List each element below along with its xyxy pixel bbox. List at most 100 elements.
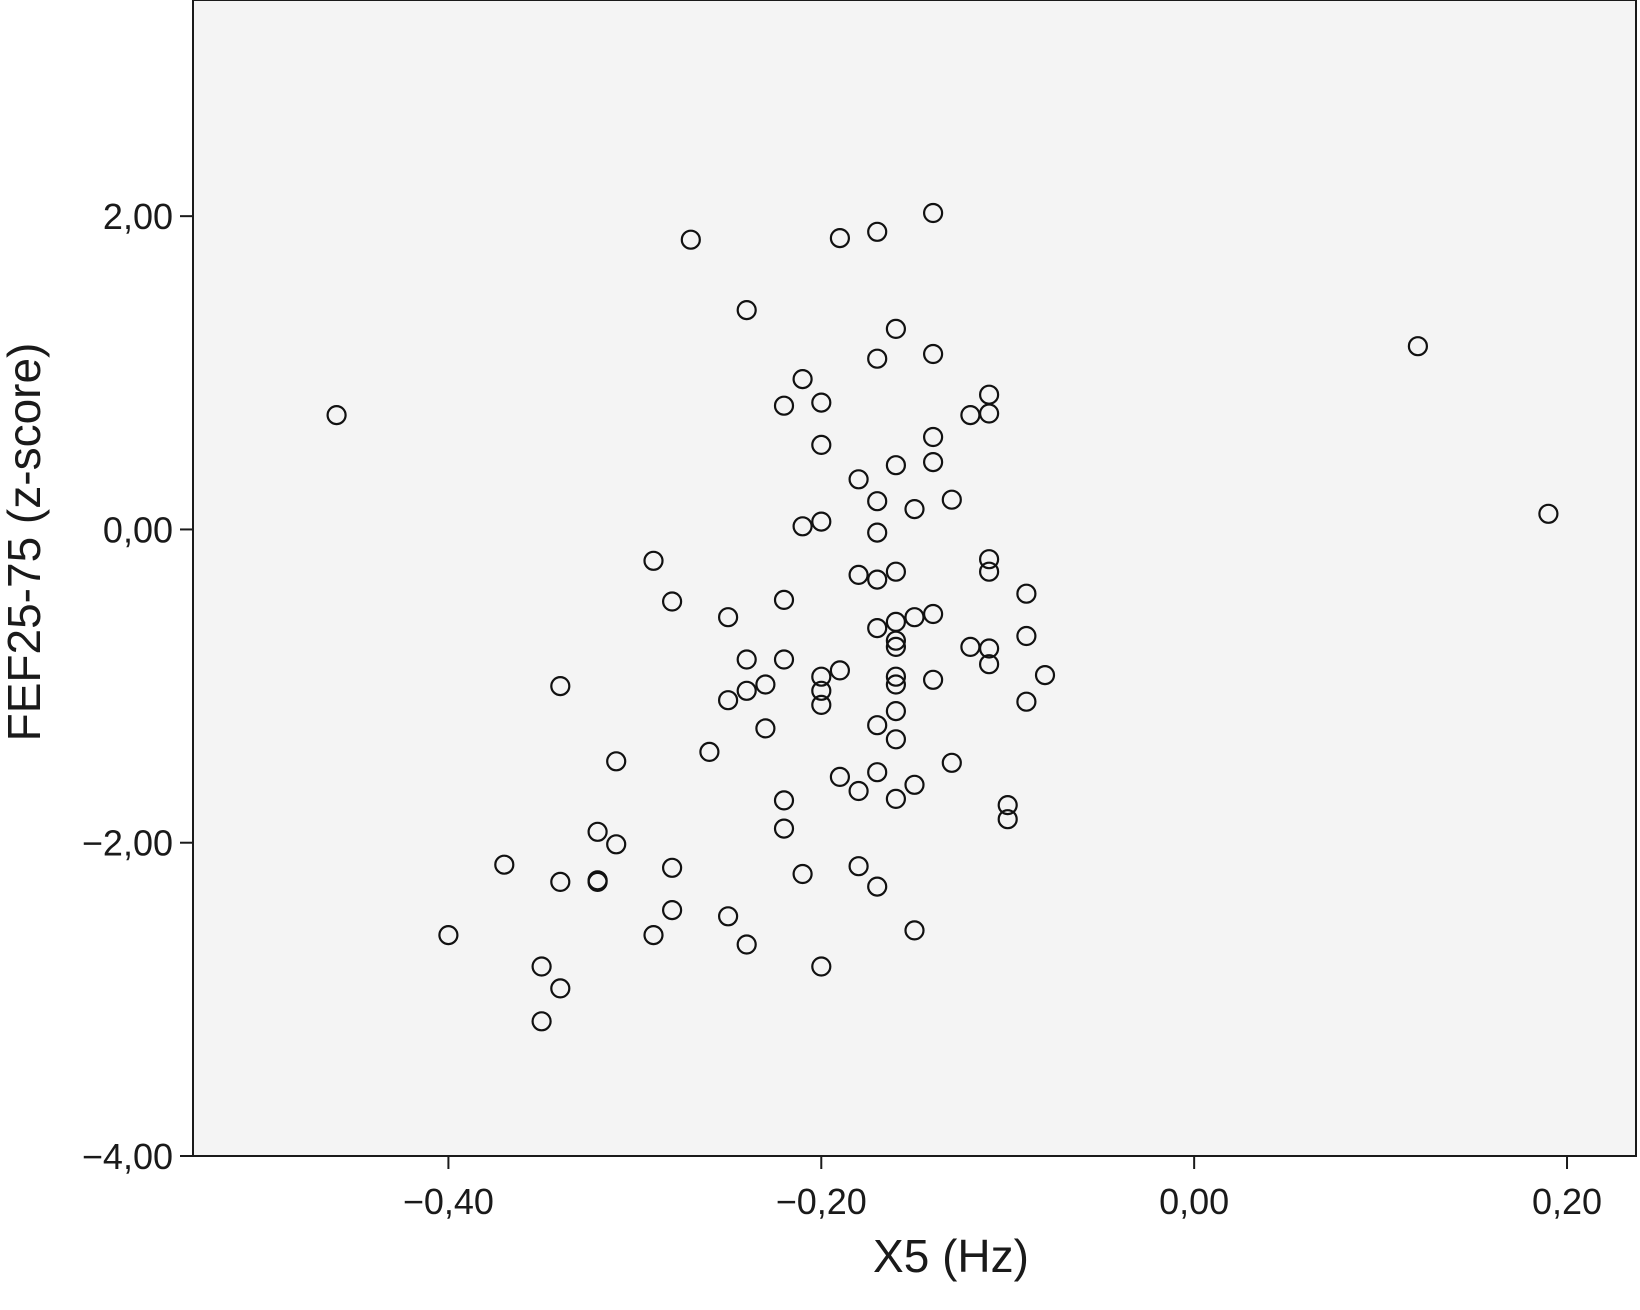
data-point <box>829 228 851 249</box>
x-tick-label: −0,20 <box>776 1181 867 1222</box>
data-point <box>773 395 795 416</box>
data-point <box>531 1011 552 1032</box>
data-point <box>885 318 907 339</box>
data-point <box>885 455 907 476</box>
data-point <box>773 818 795 839</box>
y-tick-label: −2,00 <box>82 823 173 864</box>
data-point <box>811 694 832 716</box>
data-point <box>736 680 757 701</box>
data-point <box>661 591 683 612</box>
data-point <box>773 790 795 811</box>
data-points <box>326 202 1559 1032</box>
x-axis-ticks: −0,40 −0,20 0,00 0,20 <box>403 1156 1602 1222</box>
data-point <box>829 766 851 788</box>
data-point <box>885 788 907 810</box>
data-point <box>661 857 683 878</box>
data-point <box>885 666 907 687</box>
data-point <box>978 561 1000 582</box>
data-point <box>531 956 552 977</box>
data-point <box>867 876 888 897</box>
data-point <box>1016 691 1037 712</box>
data-point <box>867 491 888 512</box>
data-point <box>717 607 739 628</box>
data-point <box>811 434 832 455</box>
data-point <box>867 221 888 242</box>
data-point <box>885 636 907 658</box>
data-point <box>550 871 571 893</box>
data-point <box>885 700 907 722</box>
data-point <box>680 229 701 250</box>
x-tick-label: −0,40 <box>403 1181 494 1222</box>
data-point <box>829 660 851 681</box>
data-point <box>1034 664 1056 686</box>
data-point <box>922 452 944 473</box>
data-point <box>848 780 869 802</box>
data-point <box>811 666 832 687</box>
data-point <box>867 569 888 590</box>
data-point <box>587 821 608 842</box>
data-point <box>773 589 795 611</box>
data-point <box>904 607 925 628</box>
data-point <box>904 499 925 520</box>
data-point <box>885 729 907 750</box>
data-point <box>885 561 907 582</box>
data-point <box>717 906 739 927</box>
data-point <box>885 630 907 651</box>
data-point <box>922 669 944 690</box>
data-point <box>755 674 776 695</box>
data-point <box>1538 503 1559 524</box>
data-point <box>438 924 459 946</box>
data-point <box>904 920 925 941</box>
data-point <box>661 899 683 921</box>
data-point <box>811 511 832 532</box>
data-point <box>606 834 627 855</box>
data-point <box>978 638 1000 659</box>
data-point <box>922 343 944 365</box>
data-point <box>643 550 664 571</box>
data-point <box>997 809 1018 830</box>
data-point <box>736 934 757 955</box>
data-point <box>643 924 664 946</box>
y-axis-title: FEF25-75 (z-score) <box>0 343 50 742</box>
data-point <box>606 751 627 772</box>
data-point <box>885 674 907 695</box>
data-point <box>773 649 795 670</box>
data-point <box>867 715 888 736</box>
data-point <box>811 392 832 413</box>
y-tick-label: 0,00 <box>103 509 173 550</box>
data-point <box>736 649 757 670</box>
data-point <box>1016 583 1037 604</box>
data-point <box>717 690 739 711</box>
data-point <box>1407 336 1429 357</box>
y-tick-label: 2,00 <box>103 196 173 237</box>
y-axis-ticks: −4,00 −2,00 0,00 2,00 <box>82 196 193 1177</box>
data-point <box>811 956 832 977</box>
data-point <box>792 863 813 885</box>
data-point <box>736 300 757 321</box>
data-point <box>550 978 571 999</box>
data-point <box>978 654 1000 675</box>
data-point <box>978 403 1000 424</box>
x-tick-label: 0,00 <box>1159 1181 1229 1222</box>
data-point <box>848 469 869 490</box>
data-point <box>997 794 1018 816</box>
data-point <box>792 516 813 537</box>
data-point <box>867 617 888 639</box>
data-point <box>587 871 608 893</box>
x-axis-title: X5 (Hz) <box>873 1230 1029 1282</box>
data-point <box>904 774 925 795</box>
data-point <box>848 564 869 586</box>
data-point <box>699 741 720 763</box>
data-point <box>978 549 1000 570</box>
data-point <box>867 348 888 369</box>
data-point <box>867 522 888 543</box>
data-point <box>867 762 888 783</box>
data-point <box>848 856 869 877</box>
data-point <box>792 369 813 390</box>
data-point <box>550 675 571 697</box>
data-point <box>1016 625 1037 647</box>
data-point <box>755 718 776 739</box>
data-point <box>494 854 515 875</box>
data-point <box>941 752 962 773</box>
